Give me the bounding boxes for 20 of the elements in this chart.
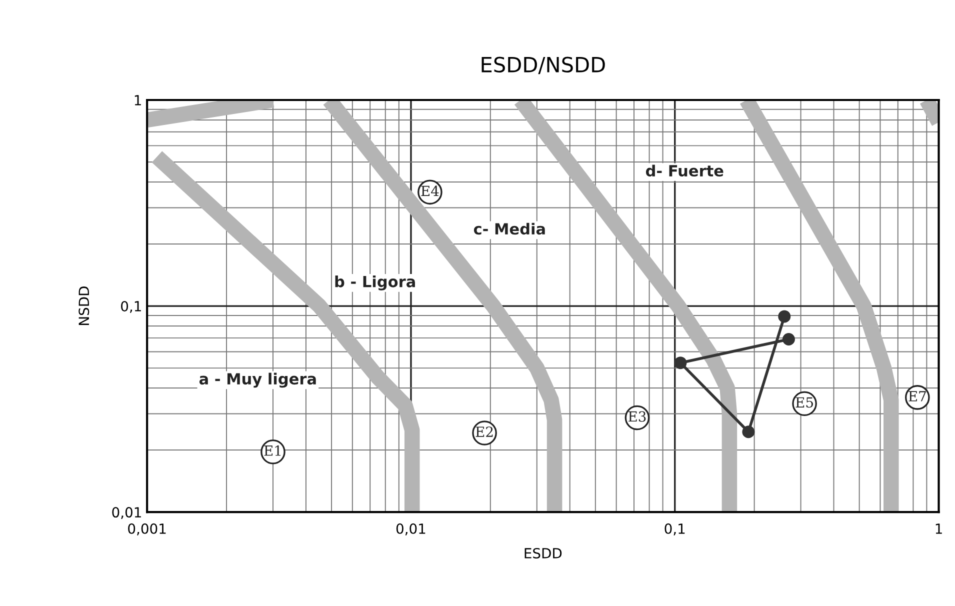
chart-title: ESDD/NSDD <box>482 56 605 74</box>
annotation: E2 <box>476 426 493 437</box>
annotation: E7 <box>908 391 926 402</box>
annotation: b - Ligora <box>335 276 415 290</box>
annotation: E3 <box>628 411 646 422</box>
annotation: d- Fuerte <box>646 164 724 177</box>
y-tick-label: 0,1 <box>121 301 141 313</box>
y-tick-label: 0,01 <box>112 507 141 519</box>
annotation: a - Muy ligera <box>199 372 316 388</box>
x-tick-label: 0,01 <box>396 523 426 536</box>
x-tick-label: 0,001 <box>128 523 166 536</box>
x-axis-title: ESDD <box>524 548 562 558</box>
annotation: c- Media <box>474 222 545 235</box>
x-tick-label: 0,1 <box>664 523 685 536</box>
annotation: E4 <box>421 186 439 196</box>
x-tick-label: 1 <box>936 524 942 534</box>
annotation: E5 <box>796 397 813 408</box>
annotation: E1 <box>264 445 280 456</box>
y-tick-label: 1 <box>134 95 141 106</box>
y-axis-title: NSDD <box>78 286 90 325</box>
